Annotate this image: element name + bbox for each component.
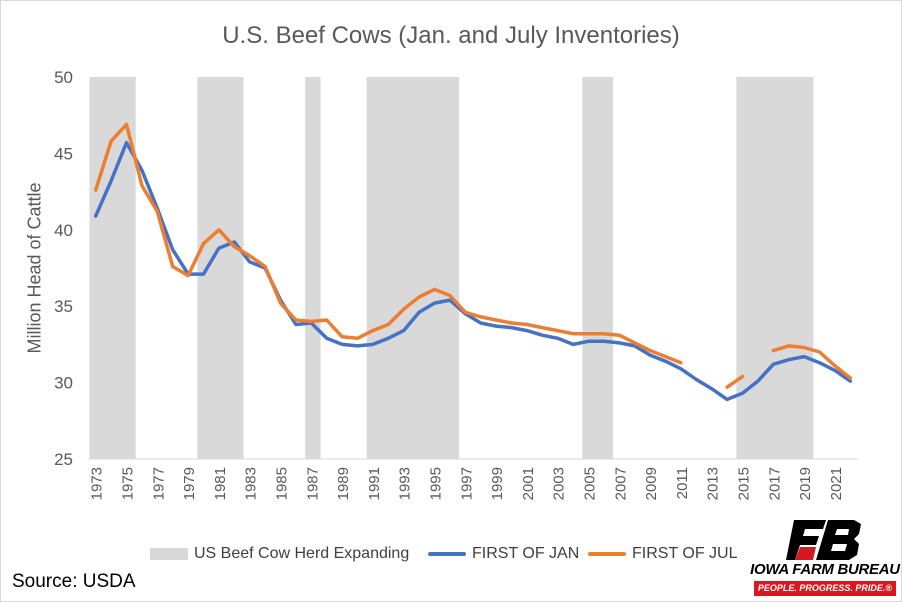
x-tick-label-2003: 2003 — [551, 467, 568, 500]
x-tick-label-2021: 2021 — [828, 467, 845, 500]
x-tick-label-1985: 1985 — [274, 467, 291, 500]
legend-swatch-expanding — [150, 547, 188, 560]
legend-item-jul: FIRST OF JUL — [588, 545, 738, 563]
expansion-period-band-5 — [736, 77, 814, 459]
x-tick-label-1983: 1983 — [243, 467, 260, 500]
logo-tagline: PEOPLE. PROGRESS. PRIDE.® — [754, 581, 896, 596]
expansion-period-band-3 — [366, 77, 460, 459]
x-tick-label-2009: 2009 — [643, 467, 660, 500]
y-tick-label-35: 35 — [54, 297, 73, 316]
x-tick-label-1979: 1979 — [181, 467, 198, 500]
x-tick-label-1989: 1989 — [335, 467, 352, 500]
y-tick-label-50: 50 — [54, 68, 73, 87]
expansion-period-band-4 — [582, 77, 614, 459]
legend-label-jan: FIRST OF JAN — [472, 545, 580, 562]
y-tick-label-30: 30 — [54, 374, 73, 393]
legend-swatch-jan — [428, 551, 466, 556]
chart-title: U.S. Beef Cows (Jan. and July Inventorie… — [222, 22, 680, 49]
x-tick-label-2019: 2019 — [797, 467, 814, 500]
x-tick-label-1999: 1999 — [489, 467, 506, 500]
x-tick-label-2017: 2017 — [766, 467, 783, 500]
x-tick-label-1973: 1973 — [89, 467, 106, 500]
y-tick-label-40: 40 — [54, 221, 73, 240]
x-tick-label-1993: 1993 — [397, 467, 414, 500]
expansion-period-band-1 — [197, 77, 244, 459]
x-tick-label-1981: 1981 — [212, 467, 229, 500]
x-tick-label-1975: 1975 — [120, 467, 137, 500]
legend-label-expanding: US Beef Cow Herd Expanding — [194, 545, 410, 562]
logo-name: IOWA FARM BUREAU — [750, 561, 900, 578]
x-tick-label-1991: 1991 — [366, 467, 383, 500]
x-tick-label-2005: 2005 — [582, 467, 599, 500]
x-tick-label-1995: 1995 — [428, 467, 445, 500]
y-tick-label-25: 25 — [54, 450, 73, 469]
x-tick-label-2013: 2013 — [705, 467, 722, 500]
x-tick-label-2001: 2001 — [520, 467, 537, 500]
legend-item-expanding: US Beef Cow Herd Expanding — [150, 545, 409, 563]
x-tick-label-2015: 2015 — [736, 467, 753, 500]
legend-item-jan: FIRST OF JAN — [428, 545, 579, 563]
farm-bureau-fb-mark-icon — [786, 520, 861, 560]
y-tick-label-45: 45 — [54, 144, 73, 163]
legend-label-jul: FIRST OF JUL — [632, 545, 738, 562]
x-tick-label-1977: 1977 — [150, 467, 167, 500]
series-line-first-of-jan — [93, 140, 853, 402]
series-line-first-of-jul — [93, 122, 853, 389]
x-tick-label-1997: 1997 — [458, 467, 475, 500]
source-note: Source: USDA — [12, 571, 136, 592]
x-tick-label-2011: 2011 — [674, 467, 691, 499]
iowa-farm-bureau-logo: IOWA FARM BUREAU PEOPLE. PROGRESS. PRIDE… — [750, 518, 900, 598]
expansion-period-band-2 — [305, 77, 321, 459]
legend-swatch-jul — [588, 551, 626, 556]
x-tick-label-2007: 2007 — [612, 467, 629, 500]
x-tick-label-1987: 1987 — [304, 467, 321, 500]
